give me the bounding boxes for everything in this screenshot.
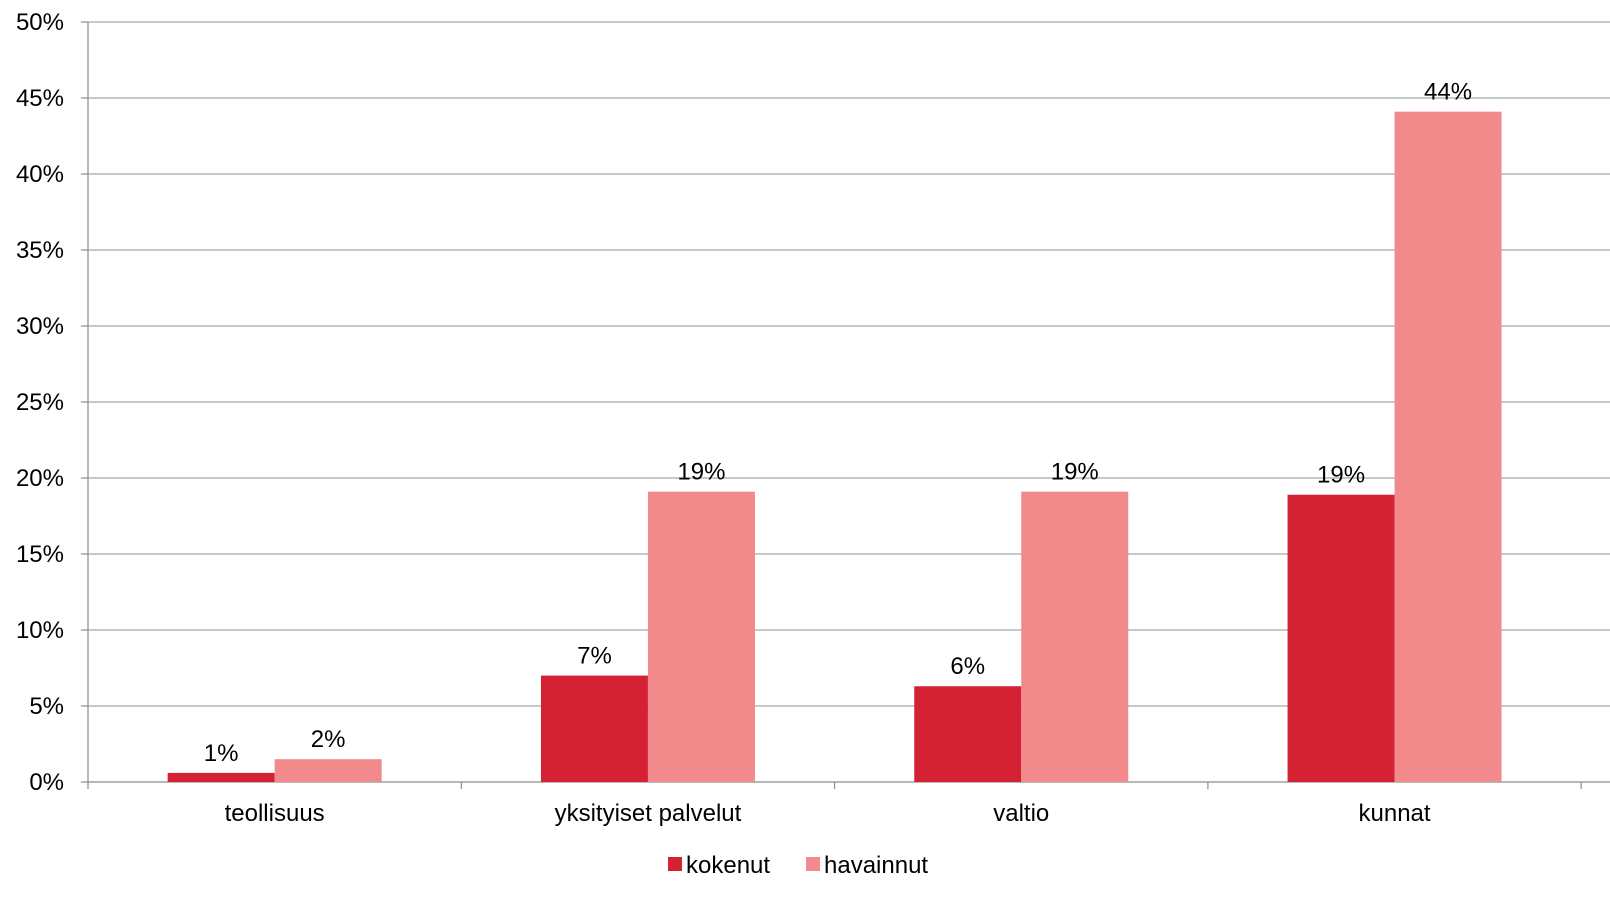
x-category-label: yksityiset palvelut bbox=[555, 800, 742, 827]
y-tick-label: 25% bbox=[16, 389, 64, 416]
data-label: 19% bbox=[1317, 462, 1365, 489]
data-label: 19% bbox=[1051, 459, 1099, 486]
bar-havainnut bbox=[647, 491, 755, 782]
y-tick-label: 50% bbox=[16, 9, 64, 36]
gridlines bbox=[88, 21, 1610, 707]
y-tick-label: 0% bbox=[29, 769, 64, 796]
y-tick-label: 35% bbox=[16, 237, 64, 264]
legend: kokenut havainnut bbox=[668, 852, 928, 879]
data-label: 1% bbox=[204, 740, 239, 767]
x-category-label: valtio bbox=[993, 800, 1049, 827]
legend-label: havainnut bbox=[824, 852, 928, 879]
y-tick-label: 20% bbox=[16, 465, 64, 492]
data-label: 19% bbox=[677, 459, 725, 486]
bars bbox=[167, 111, 1502, 783]
data-label: 7% bbox=[577, 643, 612, 670]
y-tick-label: 45% bbox=[16, 85, 64, 112]
x-category-label: teollisuus bbox=[225, 800, 325, 827]
axes: 0% 5% 10% 15% 20% 25% 30% 35% 40% 45% 50% teollisuu… bbox=[16, 9, 1610, 827]
data-label: 2% bbox=[311, 726, 346, 753]
legend-label: kokenut bbox=[686, 852, 770, 879]
bar-havainnut bbox=[274, 759, 382, 782]
y-tick-label: 30% bbox=[16, 313, 64, 340]
data-label: 6% bbox=[950, 653, 985, 680]
bar-kokenut bbox=[540, 675, 648, 782]
bar-kokenut bbox=[167, 772, 275, 782]
bar-kokenut bbox=[914, 686, 1022, 782]
y-tick-label: 40% bbox=[16, 161, 64, 188]
y-tick-label: 10% bbox=[16, 617, 64, 644]
legend-swatch-havainnut bbox=[806, 857, 820, 871]
y-tick-label: 5% bbox=[29, 693, 64, 720]
x-category-label: kunnat bbox=[1359, 800, 1431, 827]
data-label: 44% bbox=[1424, 79, 1472, 106]
bar-kokenut bbox=[1287, 494, 1395, 782]
y-tick-label: 15% bbox=[16, 541, 64, 568]
bar-havainnut bbox=[1021, 491, 1129, 782]
data-labels: 1% 7% 6% 19% 2% 19% 19% 44% bbox=[204, 79, 1472, 767]
legend-swatch-kokenut bbox=[668, 857, 682, 871]
bar-havainnut bbox=[1394, 111, 1502, 783]
